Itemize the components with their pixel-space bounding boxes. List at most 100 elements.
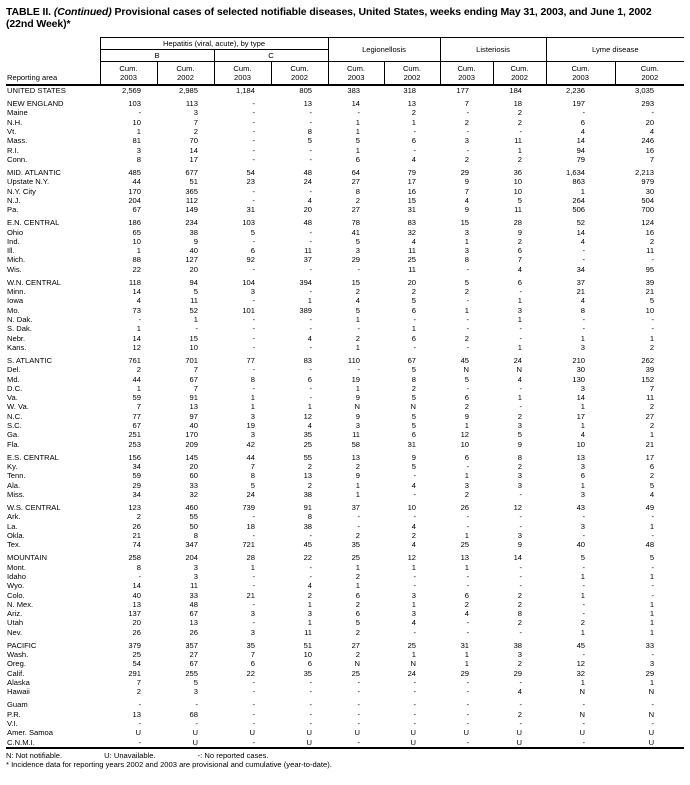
value-cell: 318 bbox=[403, 86, 417, 95]
value-cell: 67 bbox=[189, 609, 198, 619]
value-cell: 2 bbox=[464, 402, 470, 412]
value-cell: 67 bbox=[132, 421, 141, 431]
value-cell: 77 bbox=[246, 356, 255, 365]
value-cell: 39 bbox=[645, 277, 655, 287]
value-cell: 3 bbox=[250, 627, 255, 637]
value-cell: 2 bbox=[136, 365, 141, 375]
value-cell: U bbox=[463, 728, 470, 738]
value-cell: 13 bbox=[132, 709, 141, 719]
value-cell: 253 bbox=[128, 439, 141, 449]
value-cell: 13 bbox=[351, 452, 361, 462]
value-cell: - bbox=[413, 342, 417, 352]
value-cell: - bbox=[309, 264, 313, 274]
value-cell: 21 bbox=[132, 530, 141, 540]
value-cell: - bbox=[519, 324, 523, 334]
value-cell: 246 bbox=[641, 136, 655, 146]
value-cell: - bbox=[582, 562, 586, 572]
value-cell: 10 bbox=[513, 186, 523, 196]
value-cell: 52 bbox=[576, 218, 586, 228]
table-header: Reporting area Hepatitis (viral, acute),… bbox=[6, 37, 685, 86]
value-cell: - bbox=[309, 342, 313, 352]
reporting-area-cell: N.C. bbox=[7, 411, 23, 421]
reporting-area-cell: Alaska bbox=[7, 677, 30, 687]
reporting-area-cell: Idaho bbox=[7, 571, 27, 581]
value-cell: 7 bbox=[250, 650, 255, 660]
cum-year-header: Cum. 2002 bbox=[156, 61, 214, 86]
value-cell: 19 bbox=[246, 421, 255, 431]
value-cell: 13 bbox=[407, 99, 417, 109]
value-cell: U bbox=[135, 728, 141, 738]
value-cell: 9 bbox=[193, 236, 198, 246]
value-cell: 3 bbox=[250, 430, 255, 440]
value-cell: 21 bbox=[576, 287, 586, 297]
table-row: Mont. 8 3 1 - 1 1 1 - - - bbox=[6, 563, 684, 572]
table-row: Oreg. 54 67 6 6 N N 1 2 12 3 bbox=[6, 659, 684, 668]
table-row: N. Dak. - 1 - - 1 - - 1 - - bbox=[6, 315, 684, 324]
hepatitis-group-header: Hepatitis (viral, acute), by type bbox=[99, 37, 329, 50]
table-row: P.R. 13 68 - - - - - 2 N N bbox=[6, 710, 684, 719]
value-cell: 5 bbox=[193, 677, 198, 687]
reporting-area-cell: Wash. bbox=[7, 650, 29, 660]
value-cell: 44 bbox=[132, 374, 141, 384]
reporting-area-cell: Ga. bbox=[7, 430, 20, 440]
value-cell: - bbox=[651, 562, 655, 572]
value-cell: 81 bbox=[132, 136, 141, 146]
value-cell: 5 bbox=[307, 136, 313, 146]
value-cell: 12 bbox=[407, 553, 417, 563]
value-cell: 1 bbox=[136, 246, 141, 256]
value-cell: 1 bbox=[464, 650, 470, 660]
value-cell: 3 bbox=[580, 521, 586, 531]
value-cell: 10 bbox=[189, 342, 198, 352]
value-cell: - bbox=[413, 126, 417, 136]
value-cell: - bbox=[519, 581, 523, 591]
value-cell: 1 bbox=[464, 471, 470, 481]
value-cell: 18 bbox=[513, 99, 523, 109]
value-cell: 1 bbox=[517, 145, 523, 155]
value-cell: 152 bbox=[641, 374, 655, 384]
reporting-area-cell: Pa. bbox=[7, 205, 19, 215]
value-cell: - bbox=[582, 700, 586, 710]
value-cell: - bbox=[413, 571, 417, 581]
value-cell: 6 bbox=[355, 609, 361, 619]
value-cell: 59 bbox=[132, 393, 141, 403]
value-cell: 291 bbox=[128, 668, 141, 678]
value-cell: - bbox=[357, 677, 361, 687]
value-cell: 1 bbox=[580, 333, 586, 343]
value-cell: 170 bbox=[128, 186, 141, 196]
table-row: Wyo. 14 11 - 4 1 - - - - - bbox=[6, 581, 684, 590]
reporting-area-cell: S. ATLANTIC bbox=[7, 356, 53, 365]
value-cell: 34 bbox=[576, 264, 586, 274]
cum-year-header: Cum. 2003 bbox=[545, 61, 616, 86]
value-cell: - bbox=[519, 333, 523, 343]
value-cell: 42 bbox=[246, 439, 255, 449]
value-cell: 4 bbox=[307, 421, 313, 431]
value-cell: 8 bbox=[411, 374, 417, 384]
region-total-row: PACIFIC 379 357 35 51 27 25 31 38 45 33 bbox=[6, 641, 684, 650]
value-cell: 805 bbox=[299, 86, 313, 95]
value-cell: 137 bbox=[128, 609, 141, 619]
value-cell: 32 bbox=[407, 227, 417, 237]
value-cell: 14 bbox=[351, 99, 361, 109]
reporting-area-cell: Md. bbox=[7, 374, 20, 384]
value-cell: 31 bbox=[407, 205, 417, 215]
value-cell: - bbox=[252, 136, 255, 146]
value-cell: 25 bbox=[407, 255, 417, 265]
value-cell: 739 bbox=[242, 503, 255, 513]
value-cell: 16 bbox=[645, 227, 655, 237]
reporting-area-cell: Kans. bbox=[7, 342, 27, 352]
value-cell: 6 bbox=[464, 452, 470, 462]
reporting-area-cell: MID. ATLANTIC bbox=[7, 167, 61, 177]
value-cell: 701 bbox=[185, 356, 198, 365]
value-cell: 10 bbox=[132, 117, 141, 127]
region-total-row: NEW ENGLAND 103 113 - 13 14 13 7 18 197 293 bbox=[6, 99, 684, 108]
value-cell: 3 bbox=[250, 411, 255, 421]
table-row: Pa. 67 149 31 20 27 31 9 11 506 700 bbox=[6, 205, 684, 214]
value-cell: 2 bbox=[517, 590, 523, 600]
value-cell: 60 bbox=[189, 471, 198, 481]
value-cell: 1 bbox=[649, 571, 655, 581]
value-cell: 1 bbox=[649, 677, 655, 687]
value-cell: 6 bbox=[411, 305, 417, 315]
value-cell: 2 bbox=[517, 709, 523, 719]
value-cell: 5 bbox=[411, 393, 417, 403]
value-cell: 4 bbox=[517, 687, 523, 697]
